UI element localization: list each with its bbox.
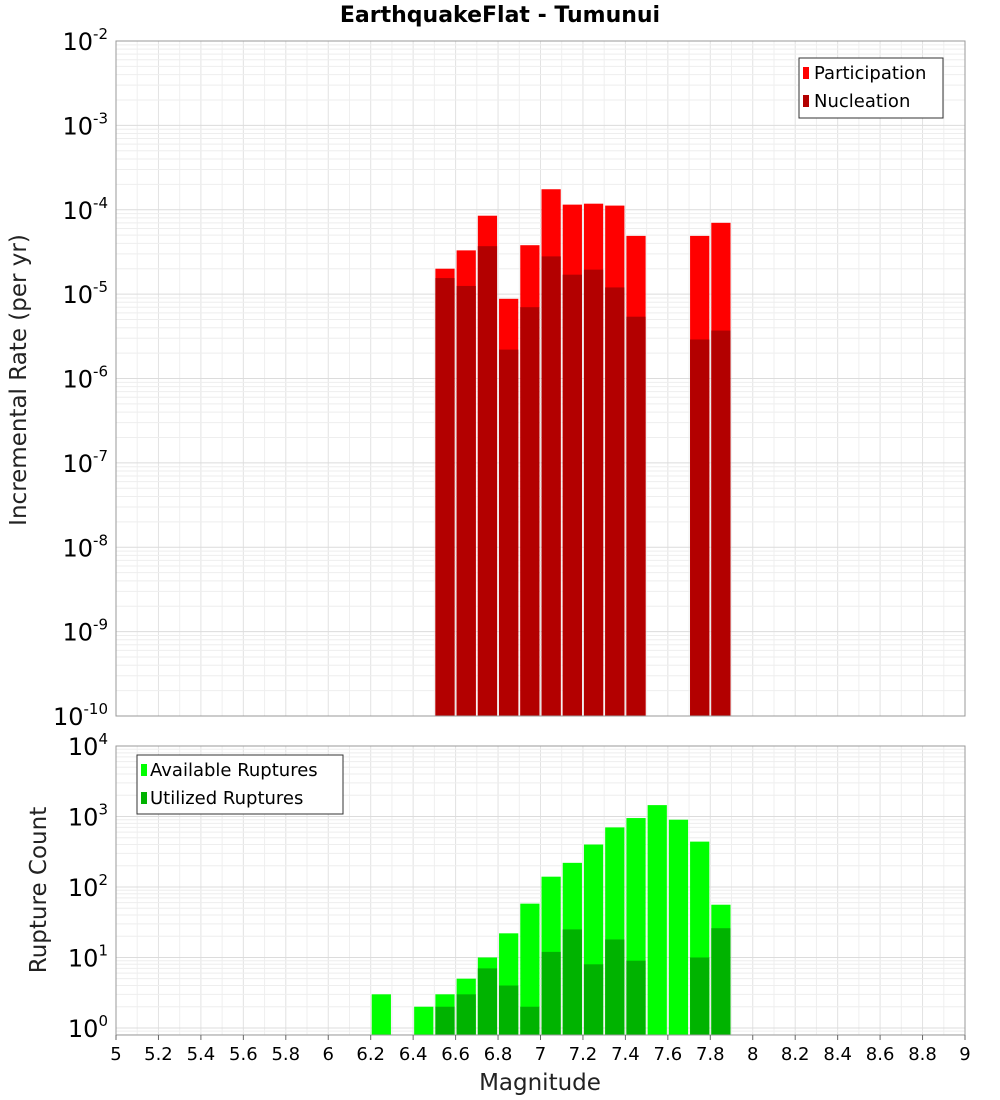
rate-y-axis-label: Incremental Rate (per yr) (6, 234, 32, 526)
rate-y-tick-label: 10-2 (62, 25, 108, 56)
utilized-legend-label: Utilized Ruptures (150, 788, 303, 809)
nucleation-bar (626, 316, 646, 716)
nucleation-bar (605, 287, 625, 716)
count-bars (371, 805, 731, 1035)
x-tick-label: 5.4 (187, 1044, 216, 1065)
x-tick-label: 9 (959, 1044, 970, 1065)
x-tick-label: 8 (747, 1044, 758, 1065)
rate-y-tick-label: 10-4 (62, 194, 108, 225)
available-legend-swatch (141, 764, 147, 776)
rate-bars (435, 189, 731, 717)
x-tick-label: 6.8 (484, 1044, 513, 1065)
rate-y-tick-label: 10-6 (62, 363, 108, 394)
x-tick-label: 6.4 (399, 1044, 428, 1065)
count-y-ticks: 104 103 102 101 100 (68, 730, 108, 1043)
available-ruptures-bar (520, 903, 540, 1035)
available-ruptures-bar (414, 1006, 434, 1035)
x-tick-label: 7.6 (654, 1044, 683, 1065)
x-tick-label: 8.2 (781, 1044, 810, 1065)
count-y-tick-label: 100 (68, 1012, 108, 1043)
participation-legend-label: Participation (814, 63, 926, 84)
available-legend-label: Available Ruptures (150, 760, 318, 781)
utilized-ruptures-bar (605, 939, 625, 1035)
magnitude-x-axis-label: Magnitude (479, 1070, 601, 1096)
rate-legend: Participation Nucleation (798, 57, 944, 119)
available-ruptures-bar (668, 819, 689, 1035)
x-tick-label: 6.2 (356, 1044, 385, 1065)
count-y-tick-label: 101 (68, 941, 108, 972)
utilized-ruptures-bar (499, 985, 519, 1035)
utilized-ruptures-bar (520, 1006, 540, 1035)
rate-y-tick-label: 10-10 (53, 700, 108, 731)
x-tick-label: 5.6 (229, 1044, 258, 1065)
rate-gridlines (115, 41, 966, 717)
x-tick-label: 6.6 (441, 1044, 470, 1065)
nucleation-legend-label: Nucleation (814, 91, 910, 112)
x-tick-label: 7.2 (569, 1044, 598, 1065)
utilized-ruptures-bar (626, 960, 646, 1035)
count-y-tick-label: 104 (68, 730, 108, 761)
utilized-ruptures-bar (562, 929, 582, 1035)
x-tick-label: 5 (110, 1044, 121, 1065)
rate-y-tick-label: 10-5 (62, 278, 108, 309)
utilized-ruptures-bar (690, 957, 710, 1035)
nucleation-bar (477, 246, 498, 716)
x-tick-label: 8.4 (823, 1044, 852, 1065)
count-panel: 104 103 102 101 100 Rupture Count Available … (26, 730, 971, 1096)
x-tick-label: 7 (535, 1044, 546, 1065)
x-tick-label: 6 (323, 1044, 334, 1065)
x-tick-label: 8.8 (908, 1044, 937, 1065)
utilized-ruptures-bar (541, 951, 561, 1035)
count-y-tick-label: 102 (68, 871, 108, 902)
nucleation-bar (562, 274, 582, 716)
rate-legend-box (798, 57, 944, 119)
utilized-ruptures-bar (477, 968, 498, 1035)
nucleation-bar (456, 285, 476, 716)
nucleation-bar (690, 339, 710, 716)
rate-y-tick-label: 10-8 (62, 531, 108, 562)
nucleation-legend-swatch (803, 95, 809, 107)
nucleation-bar (499, 349, 519, 716)
rate-y-tick-label: 10-7 (62, 447, 108, 478)
x-tick-label: 7.4 (611, 1044, 640, 1065)
utilized-ruptures-bar (711, 928, 731, 1035)
rate-panel: 10-2 10-3 10-4 10-5 10-6 10-7 10-8 10-9 10-10 In… (6, 25, 966, 731)
nucleation-bar (583, 269, 604, 716)
available-ruptures-bar (371, 994, 391, 1035)
count-legend: Available Ruptures Utilized Ruptures (136, 754, 344, 815)
count-legend-box (136, 754, 344, 815)
nucleation-bar (520, 307, 540, 716)
nucleation-bar (711, 330, 731, 716)
count-y-axis-label: Rupture Count (26, 807, 52, 973)
participation-legend-swatch (803, 67, 809, 79)
count-y-tick-label: 103 (68, 800, 108, 831)
rate-y-tick-label: 10-3 (62, 109, 108, 140)
utilized-legend-swatch (141, 792, 147, 804)
chart-title: EarthquakeFlat - Tumunui (340, 3, 660, 28)
magnitude-x-ticks: 5 5.2 5.4 5.6 5.8 6 6.2 6.4 6.6 6.8 7 7.2 7.4 7.6 7.8 8… (110, 1035, 971, 1065)
utilized-ruptures-bar (435, 1006, 455, 1035)
x-tick-label: 8.6 (866, 1044, 895, 1065)
nucleation-bar (435, 278, 455, 716)
nucleation-bar (541, 256, 561, 716)
x-tick-label: 5.2 (144, 1044, 173, 1065)
utilized-ruptures-bar (456, 994, 476, 1035)
rate-plot-border (115, 40, 966, 717)
rate-y-tick-label: 10-9 (62, 616, 108, 647)
rate-y-ticks: 10-2 10-3 10-4 10-5 10-6 10-7 10-8 10-9 10-10 (53, 25, 108, 731)
available-ruptures-bar (647, 805, 667, 1035)
x-tick-label: 7.8 (696, 1044, 725, 1065)
utilized-ruptures-bar (583, 964, 604, 1035)
x-tick-label: 5.8 (271, 1044, 300, 1065)
count-gridlines (115, 746, 966, 1036)
